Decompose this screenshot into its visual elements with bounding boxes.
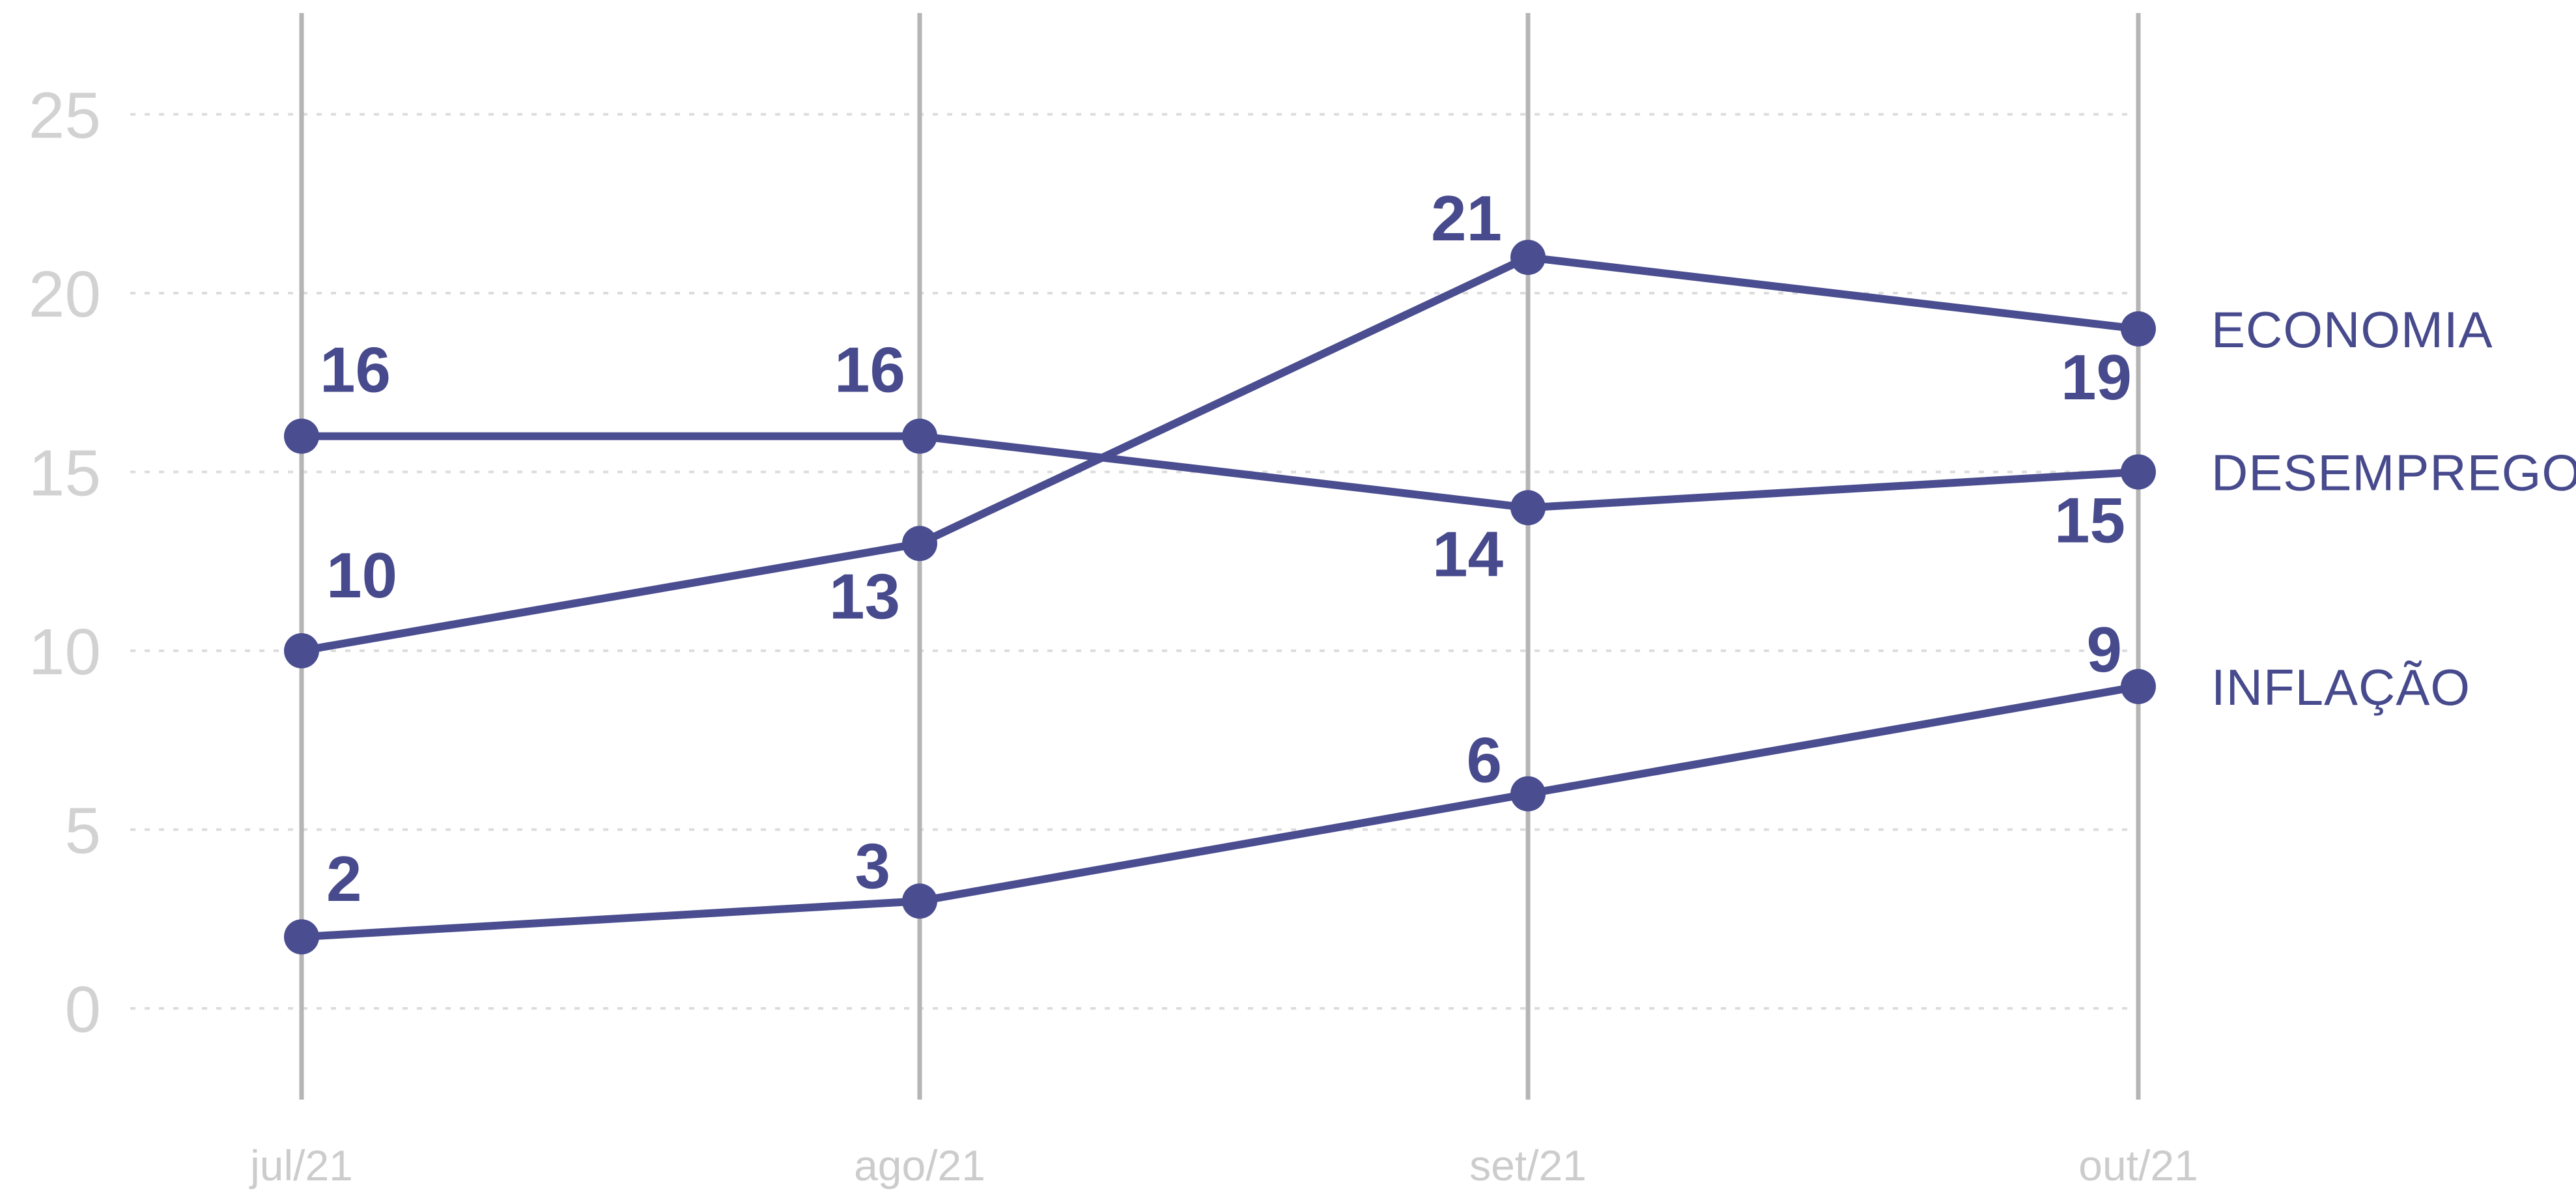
data-point-inflacao bbox=[1510, 776, 1546, 812]
data-point-inflacao bbox=[902, 883, 937, 919]
grid-layer bbox=[130, 113, 2138, 1010]
y-axis-ticks: 0 5 10 15 20 25 bbox=[29, 79, 101, 1047]
series-line-inflacao bbox=[301, 682, 2140, 941]
data-label-desemprego: 14 bbox=[1432, 518, 1503, 590]
data-point-economia bbox=[902, 526, 937, 562]
x-tick-label: set/21 bbox=[1469, 1141, 1587, 1189]
data-point-desemprego bbox=[284, 418, 319, 454]
data-labels: 10 13 21 19 16 16 14 15 2 3 6 9 bbox=[320, 182, 2132, 915]
series-lines bbox=[300, 253, 2140, 941]
data-label-economia: 21 bbox=[1431, 182, 1502, 254]
category-lines bbox=[299, 13, 2141, 1100]
data-label-inflacao: 2 bbox=[326, 843, 362, 915]
x-tick-label: ago/21 bbox=[854, 1141, 985, 1189]
y-tick-label: 20 bbox=[29, 258, 101, 331]
data-point-desemprego bbox=[1510, 490, 1546, 526]
data-label-economia: 19 bbox=[2061, 341, 2132, 413]
data-point-economia bbox=[1510, 240, 1546, 276]
data-label-desemprego: 16 bbox=[834, 334, 905, 406]
series-label-inflacao: INFLAÇÃO bbox=[2211, 659, 2470, 716]
x-axis-ticks: jul/21 ago/21 set/21 out/21 bbox=[249, 1141, 2198, 1189]
data-point-desemprego bbox=[2121, 454, 2156, 490]
data-label-desemprego: 16 bbox=[320, 334, 391, 406]
x-tick-label: out/21 bbox=[2078, 1141, 2198, 1189]
y-tick-label: 15 bbox=[29, 437, 101, 510]
series-label-desemprego: DESEMPREGO bbox=[2211, 444, 2576, 502]
y-tick-label: 10 bbox=[29, 616, 101, 689]
data-label-desemprego: 15 bbox=[2054, 485, 2125, 556]
data-label-inflacao: 9 bbox=[2086, 614, 2122, 685]
data-point-inflacao bbox=[2121, 668, 2156, 704]
data-label-economia: 10 bbox=[326, 539, 397, 611]
series-line-desemprego bbox=[302, 432, 2139, 512]
series-labels: ECONOMIA DESEMPREGO INFLAÇÃO bbox=[2211, 301, 2576, 716]
data-label-inflacao: 3 bbox=[855, 830, 890, 902]
x-tick-label: jul/21 bbox=[249, 1141, 353, 1189]
series-label-economia: ECONOMIA bbox=[2211, 301, 2493, 358]
data-label-inflacao: 6 bbox=[1466, 724, 1502, 796]
data-point-inflacao bbox=[284, 919, 319, 955]
y-tick-label: 25 bbox=[29, 79, 101, 152]
data-point-economia bbox=[2121, 311, 2156, 347]
data-point-economia bbox=[284, 633, 319, 668]
series-line-economia bbox=[300, 253, 2139, 655]
y-tick-label: 0 bbox=[64, 973, 101, 1046]
y-tick-label: 5 bbox=[64, 795, 101, 868]
data-label-economia: 13 bbox=[829, 560, 900, 632]
series-points bbox=[284, 240, 2156, 955]
data-point-desemprego bbox=[902, 418, 937, 454]
